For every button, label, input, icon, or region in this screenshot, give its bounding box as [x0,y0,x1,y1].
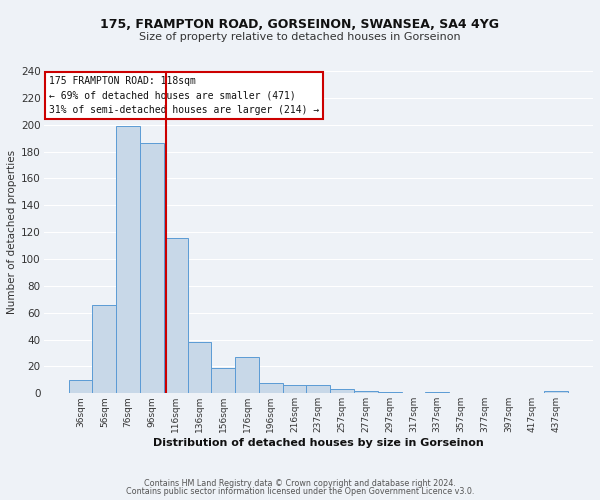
Bar [188,342,211,394]
Bar [259,382,283,394]
Y-axis label: Number of detached properties: Number of detached properties [7,150,17,314]
Bar [544,390,568,394]
Bar [140,144,164,394]
Bar [211,368,235,394]
Bar [354,390,378,394]
Bar [164,238,188,394]
Bar [68,380,92,394]
X-axis label: Distribution of detached houses by size in Gorseinon: Distribution of detached houses by size … [153,438,484,448]
Text: 175 FRAMPTON ROAD: 118sqm
← 69% of detached houses are smaller (471)
31% of semi: 175 FRAMPTON ROAD: 118sqm ← 69% of detac… [49,76,319,116]
Bar [92,304,116,394]
Bar [235,357,259,394]
Text: Size of property relative to detached houses in Gorseinon: Size of property relative to detached ho… [139,32,461,42]
Bar [116,126,140,394]
Bar [307,386,330,394]
Text: Contains HM Land Registry data © Crown copyright and database right 2024.: Contains HM Land Registry data © Crown c… [144,478,456,488]
Bar [330,390,354,394]
Bar [378,392,401,394]
Text: 175, FRAMPTON ROAD, GORSEINON, SWANSEA, SA4 4YG: 175, FRAMPTON ROAD, GORSEINON, SWANSEA, … [101,18,499,30]
Text: Contains public sector information licensed under the Open Government Licence v3: Contains public sector information licen… [126,487,474,496]
Bar [283,386,307,394]
Bar [425,392,449,394]
